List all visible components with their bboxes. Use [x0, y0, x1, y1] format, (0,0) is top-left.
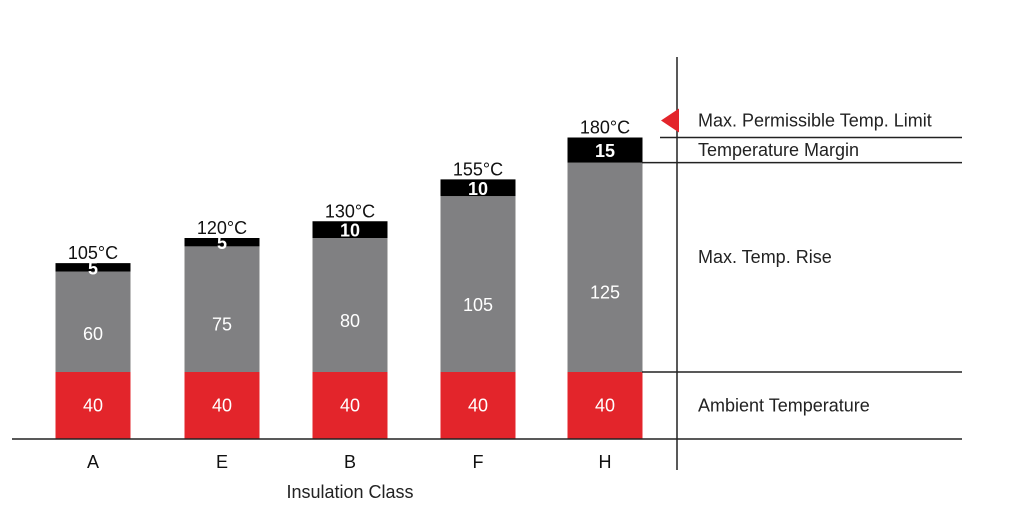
x-tick-label-e: E [216, 452, 228, 472]
bar-segment-max-temp-rise-b [312, 238, 388, 372]
bar-segment-temperature-margin-a [55, 263, 131, 272]
segment-label-ambient-temperature-a: 40 [83, 396, 103, 416]
legend-label-ambient-temperature: Ambient Temperature [698, 396, 870, 416]
x-tick-label-h: H [599, 452, 612, 472]
total-labels-layer: 105°C 120°C 130°C 155°C 180°C [68, 118, 630, 264]
segment-label-max-temp-rise-h: 125 [590, 282, 620, 302]
segment-label-max-temp-rise-f: 105 [463, 295, 493, 315]
bars-layer [55, 137, 643, 439]
total-label-f: 155°C [453, 159, 503, 179]
bar-segment-max-temp-rise-a [55, 271, 131, 372]
bar-segment-ambient-temperature-f [440, 372, 516, 439]
segment-label-max-temp-rise-e: 75 [212, 314, 232, 334]
bar-segment-max-temp-rise-f [440, 196, 516, 372]
segment-label-temperature-margin-h: 15 [595, 141, 615, 161]
bar-segment-temperature-margin-f [440, 179, 516, 197]
total-label-a: 105°C [68, 243, 118, 263]
bar-segment-temperature-margin-b [312, 221, 388, 238]
x-axis-title: Insulation Class [286, 482, 413, 502]
segment-labels-layer: 40 60 5 40 75 5 40 80 10 40 105 10 40 125 15 [83, 141, 620, 415]
x-tick-label-a: A [87, 452, 99, 472]
limit-marker-icon [661, 108, 679, 133]
total-label-b: 130°C [325, 201, 375, 221]
legend-layer: Ambient Temperature Max. Temp. Rise Temper… [661, 108, 932, 416]
segment-label-ambient-temperature-b: 40 [340, 396, 360, 416]
segment-label-max-temp-rise-b: 80 [340, 311, 360, 331]
bar-segment-temperature-margin-e [184, 238, 260, 247]
bar-segment-ambient-temperature-e [184, 372, 260, 439]
bar-segment-ambient-temperature-h [567, 372, 643, 439]
x-tick-label-b: B [344, 452, 356, 472]
bar-segment-max-temp-rise-h [567, 162, 643, 372]
legend-label-max-temp-rise: Max. Temp. Rise [698, 247, 832, 267]
segment-label-temperature-margin-b: 10 [340, 221, 360, 241]
segment-label-ambient-temperature-h: 40 [595, 396, 615, 416]
segment-label-temperature-margin-f: 10 [468, 179, 488, 199]
bar-segment-max-temp-rise-e [184, 246, 260, 372]
total-label-h: 180°C [580, 118, 630, 138]
bar-segment-ambient-temperature-b [312, 372, 388, 439]
bar-segment-temperature-margin-h [567, 137, 643, 163]
limit-label: Max. Permissible Temp. Limit [698, 111, 932, 131]
total-label-e: 120°C [197, 218, 247, 238]
segment-label-temperature-margin-a: 5 [88, 258, 98, 278]
segment-label-ambient-temperature-f: 40 [468, 396, 488, 416]
segment-label-ambient-temperature-e: 40 [212, 396, 232, 416]
legend-label-temperature-margin: Temperature Margin [698, 140, 859, 160]
bar-segment-ambient-temperature-a [55, 372, 131, 439]
segment-label-temperature-margin-e: 5 [217, 233, 227, 253]
x-tick-label-f: F [473, 452, 484, 472]
segment-label-max-temp-rise-a: 60 [83, 324, 103, 344]
